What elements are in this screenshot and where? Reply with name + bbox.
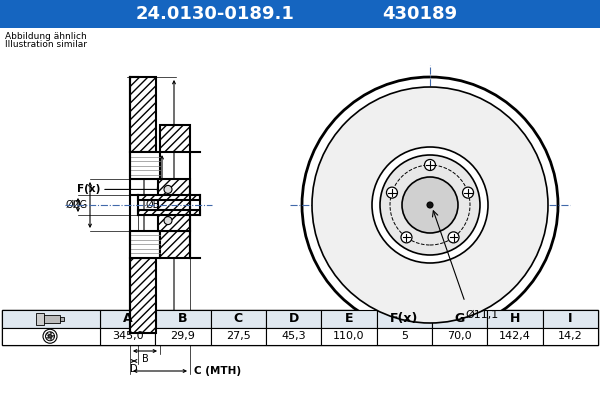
Bar	[130, 258, 156, 333]
Text: 110,0: 110,0	[333, 331, 365, 341]
Bar	[266, 328, 322, 345]
Bar	[377, 310, 432, 328]
Bar	[211, 328, 266, 345]
Text: C (MTH): C (MTH)	[194, 366, 241, 376]
Bar	[2, 310, 598, 345]
Circle shape	[164, 216, 172, 224]
Circle shape	[47, 337, 49, 339]
Circle shape	[50, 332, 52, 334]
Text: C: C	[234, 312, 243, 325]
Text: E: E	[345, 312, 353, 325]
Circle shape	[50, 338, 52, 340]
Text: I: I	[568, 312, 572, 325]
Text: 14,2: 14,2	[558, 331, 583, 341]
Text: D: D	[289, 312, 299, 325]
Text: B: B	[142, 354, 148, 364]
Bar	[432, 310, 487, 328]
Circle shape	[47, 334, 49, 335]
Text: 70,0: 70,0	[448, 331, 472, 341]
Text: A: A	[123, 312, 133, 325]
Bar	[36, 313, 44, 325]
Bar	[377, 328, 432, 345]
Bar	[5, 30, 300, 309]
Bar	[100, 328, 155, 345]
Text: 24.0130-0189.1: 24.0130-0189.1	[136, 5, 295, 23]
Bar	[487, 328, 542, 345]
Bar	[266, 310, 322, 328]
Text: F(x): F(x)	[77, 184, 100, 194]
Bar	[322, 328, 377, 345]
Text: 5: 5	[401, 331, 408, 341]
Text: F(x): F(x)	[390, 312, 419, 325]
Text: ØI: ØI	[65, 200, 76, 210]
Circle shape	[427, 202, 433, 208]
Text: 430189: 430189	[382, 5, 458, 23]
Text: Illustration similar: Illustration similar	[5, 40, 87, 49]
Circle shape	[401, 232, 412, 243]
Circle shape	[463, 187, 473, 198]
Bar	[0, 0, 600, 28]
Bar	[160, 231, 190, 258]
Text: B: B	[178, 312, 188, 325]
Bar	[130, 152, 160, 179]
Circle shape	[302, 77, 558, 333]
Text: ØG: ØG	[73, 200, 88, 210]
Text: ØA: ØA	[178, 200, 192, 210]
Circle shape	[448, 232, 459, 243]
Bar	[487, 310, 542, 328]
Bar	[44, 315, 60, 323]
Bar	[158, 179, 190, 231]
Bar	[130, 77, 156, 152]
Bar	[322, 310, 377, 328]
Circle shape	[164, 186, 172, 194]
Circle shape	[402, 177, 458, 233]
Circle shape	[380, 155, 480, 255]
Text: 45,3: 45,3	[281, 331, 306, 341]
Circle shape	[52, 335, 54, 337]
Circle shape	[425, 160, 436, 170]
Bar	[155, 328, 211, 345]
Bar	[2, 310, 100, 328]
Text: 27,5: 27,5	[226, 331, 251, 341]
Circle shape	[386, 187, 397, 198]
Bar	[432, 328, 487, 345]
Bar	[211, 310, 266, 328]
Text: 345,0: 345,0	[112, 331, 143, 341]
Bar	[155, 310, 211, 328]
Circle shape	[372, 147, 488, 263]
Text: ØE: ØE	[146, 200, 160, 210]
Text: 142,4: 142,4	[499, 331, 531, 341]
Bar	[100, 310, 155, 328]
Text: G: G	[455, 312, 465, 325]
Bar	[138, 195, 200, 200]
Text: Abbildung ähnlich: Abbildung ähnlich	[5, 32, 87, 41]
Bar	[542, 328, 598, 345]
Text: ØH: ØH	[164, 200, 179, 210]
Bar	[160, 125, 190, 152]
Circle shape	[312, 87, 548, 323]
Bar	[60, 62, 220, 348]
Circle shape	[48, 334, 52, 338]
Bar	[130, 231, 160, 258]
Text: H: H	[510, 312, 520, 325]
Bar	[138, 210, 200, 215]
Text: D: D	[130, 364, 138, 374]
Bar	[60, 317, 64, 321]
Text: Ø11,1: Ø11,1	[465, 310, 498, 320]
Text: 29,9: 29,9	[170, 331, 196, 341]
Bar	[542, 310, 598, 328]
Bar	[2, 328, 100, 345]
